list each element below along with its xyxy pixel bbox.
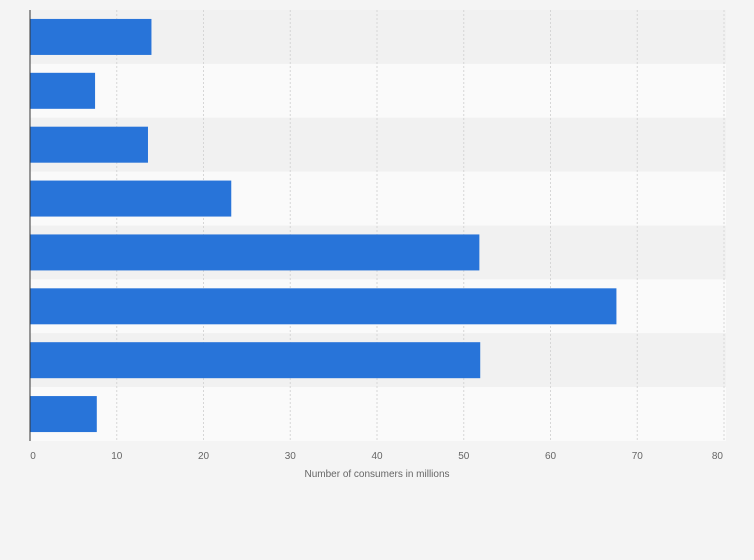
row-band bbox=[30, 387, 726, 441]
x-axis-title: Number of consumers in millions bbox=[304, 469, 449, 480]
x-tick-label: 50 bbox=[458, 451, 470, 462]
x-tick-label: 20 bbox=[198, 451, 210, 462]
x-tick-labels: 0 10 20 30 40 50 60 70 80 bbox=[30, 451, 723, 462]
x-tick-label: 0 bbox=[30, 451, 36, 462]
bar[interactable] bbox=[30, 72, 96, 109]
row-band bbox=[30, 63, 726, 118]
x-tick-label: 40 bbox=[371, 451, 383, 462]
bar[interactable] bbox=[30, 342, 481, 379]
bar[interactable] bbox=[30, 396, 97, 433]
bar[interactable] bbox=[30, 126, 148, 163]
bar[interactable] bbox=[30, 234, 480, 271]
x-tick-label: 30 bbox=[285, 451, 297, 462]
x-tick-label: 10 bbox=[111, 451, 123, 462]
x-tick-label: 60 bbox=[545, 451, 557, 462]
bar[interactable] bbox=[30, 288, 617, 325]
bar[interactable] bbox=[30, 180, 232, 217]
x-tick-label: 70 bbox=[632, 451, 644, 462]
x-tick-label: 80 bbox=[712, 451, 724, 462]
bars bbox=[30, 18, 617, 433]
bar[interactable] bbox=[30, 18, 152, 55]
